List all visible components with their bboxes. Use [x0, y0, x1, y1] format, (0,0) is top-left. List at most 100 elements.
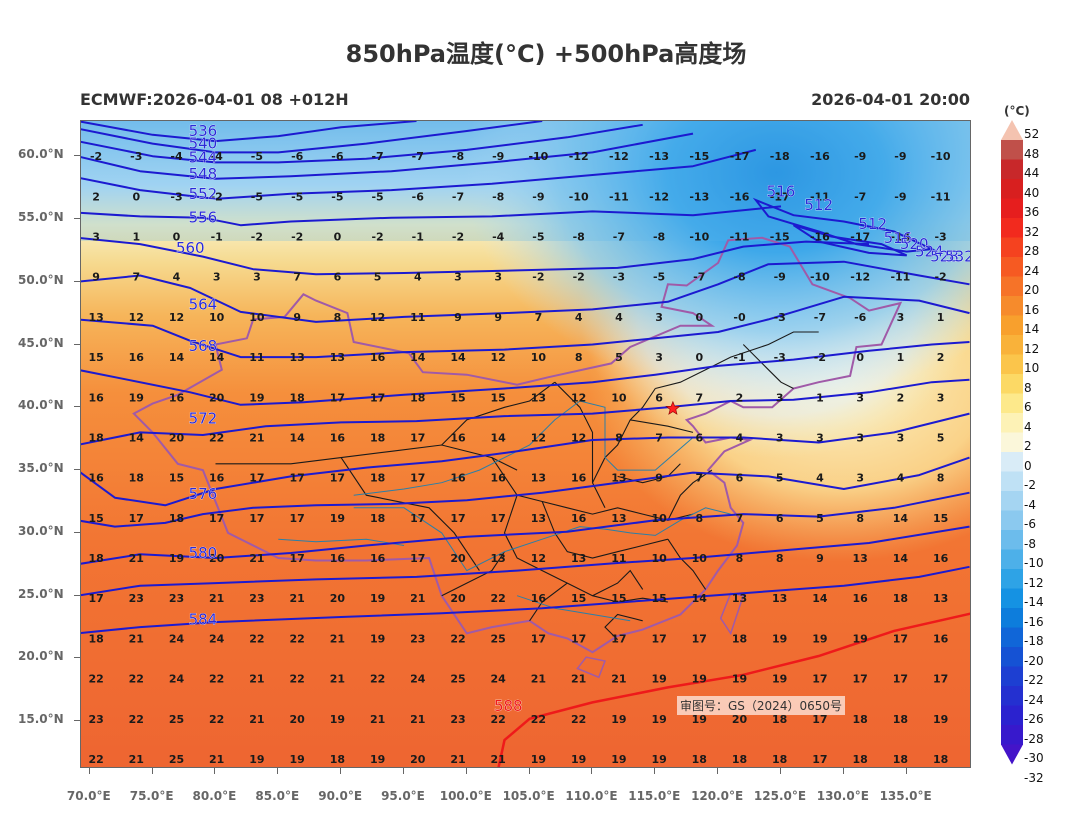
temperature-value: -2 [452, 231, 464, 244]
temperature-value: 18 [370, 472, 385, 485]
temperature-value: 18 [370, 432, 385, 445]
temperature-value: -3 [613, 271, 625, 284]
temperature-value: 17 [290, 472, 305, 485]
river-line [353, 507, 731, 572]
temperature-value: 7 [736, 512, 744, 525]
temperature-value: 9 [816, 552, 824, 565]
lat-tick-mark [74, 720, 80, 722]
colorbar-segment [1001, 296, 1023, 316]
lat-tick-label: 15.0°N [18, 712, 64, 727]
temperature-value: -3 [170, 190, 182, 203]
temperature-value: 17 [290, 512, 305, 525]
temperature-value: 17 [209, 512, 224, 525]
temperature-value: -3 [934, 231, 946, 244]
temperature-value: 19 [651, 713, 666, 726]
temperature-value: 5 [374, 271, 382, 284]
height-contour-line [81, 121, 417, 143]
temperature-value: 18 [290, 391, 305, 404]
temperature-value: 12 [571, 391, 586, 404]
temperature-value: 14 [893, 552, 909, 565]
temperature-value: -12 [609, 150, 629, 163]
temperature-value: 16 [169, 391, 185, 404]
temperature-value: 3 [253, 271, 261, 284]
temperature-value: 20 [732, 713, 748, 726]
temperature-value: 14 [491, 432, 507, 445]
temperature-value: -2 [291, 231, 303, 244]
colorbar-segment [1001, 510, 1023, 531]
temperature-value: 18 [169, 512, 184, 525]
temperature-value: 19 [611, 753, 626, 766]
temperature-value: 19 [812, 632, 827, 645]
temperature-value: 21 [330, 632, 345, 645]
temperature-value: -9 [532, 190, 544, 203]
temperature-value: 19 [249, 391, 264, 404]
province-border [441, 381, 556, 446]
colorbar-tick-label: 6 [1024, 400, 1032, 414]
temperature-value: 19 [169, 552, 184, 565]
temperature-value: 5 [776, 472, 784, 485]
height-contour-low [792, 224, 908, 257]
temperature-value: 17 [812, 673, 827, 686]
temperature-value: 13 [732, 592, 747, 605]
temperature-value: 14 [893, 512, 909, 525]
temperature-value: 17 [933, 673, 948, 686]
lon-tick-label: 95.0°E [381, 789, 425, 803]
temperature-value: -17 [770, 190, 790, 203]
temperature-value: 4 [816, 472, 824, 485]
colorbar-segment [1001, 452, 1023, 472]
lon-tick-mark [905, 768, 907, 774]
temperature-value: 21 [330, 673, 345, 686]
temperature-value: 3 [776, 391, 784, 404]
colorbar-tick-label: 14 [1024, 322, 1040, 336]
temperature-value: 20 [450, 592, 466, 605]
temperature-value: 23 [249, 592, 264, 605]
temperature-value: 19 [772, 673, 787, 686]
temperature-value: 7 [535, 311, 543, 324]
temperature-value: 3 [494, 271, 502, 284]
colorbar-tick-label: 2 [1024, 439, 1032, 453]
temperature-value: 3 [454, 271, 462, 284]
lon-tick-label: 85.0°E [255, 789, 300, 803]
colorbar-segment [1001, 374, 1023, 394]
temperature-value: -2 [532, 271, 544, 284]
temperature-value: 14 [129, 432, 145, 445]
temperature-value: 25 [450, 673, 465, 686]
temperature-value: -5 [251, 190, 263, 203]
lon-tick-mark [842, 768, 844, 774]
colorbar-segment [1001, 686, 1023, 706]
temperature-value: -5 [291, 190, 303, 203]
temperature-value: 20 [410, 753, 426, 766]
height-contour-line [81, 491, 970, 565]
temperature-value: 21 [531, 673, 546, 686]
temperature-value: 12 [169, 311, 184, 324]
lat-tick-mark [74, 531, 80, 533]
temperature-value: -8 [653, 231, 665, 244]
colorbar-tick-label: -30 [1024, 751, 1044, 765]
colorbar-tick-label: -8 [1024, 536, 1036, 551]
temperature-value: 16 [933, 552, 949, 565]
temperature-value: -8 [573, 231, 585, 244]
colorbar-segment [1001, 569, 1023, 589]
temperature-value: 17 [893, 632, 908, 645]
lat-tick-mark [74, 343, 80, 345]
temperature-value: 18 [772, 713, 787, 726]
temperature-value: 12 [531, 432, 546, 445]
temperature-value: 19 [129, 391, 144, 404]
temperature-value: 23 [129, 592, 144, 605]
colorbar-tick-label: -10 [1024, 556, 1044, 570]
temperature-value: -1 [733, 351, 745, 364]
temperature-value: 18 [893, 592, 908, 605]
lon-tick-mark [88, 768, 90, 774]
colorbar-tick-label: -28 [1024, 731, 1044, 746]
temperature-value: 22 [209, 673, 224, 686]
colorbar-segment [1001, 647, 1023, 667]
temperature-value: 17 [370, 391, 385, 404]
temperature-value: 9 [494, 311, 502, 324]
temperature-value: 17 [249, 472, 264, 485]
temperature-value: 17 [571, 632, 586, 645]
lon-tick-label: 105.0°E [502, 789, 555, 803]
colorbar-segment [1001, 725, 1023, 745]
temperature-value: 21 [290, 592, 305, 605]
colorbar-tick-label: 52 [1024, 127, 1040, 141]
colorbar-segment [1001, 627, 1023, 648]
